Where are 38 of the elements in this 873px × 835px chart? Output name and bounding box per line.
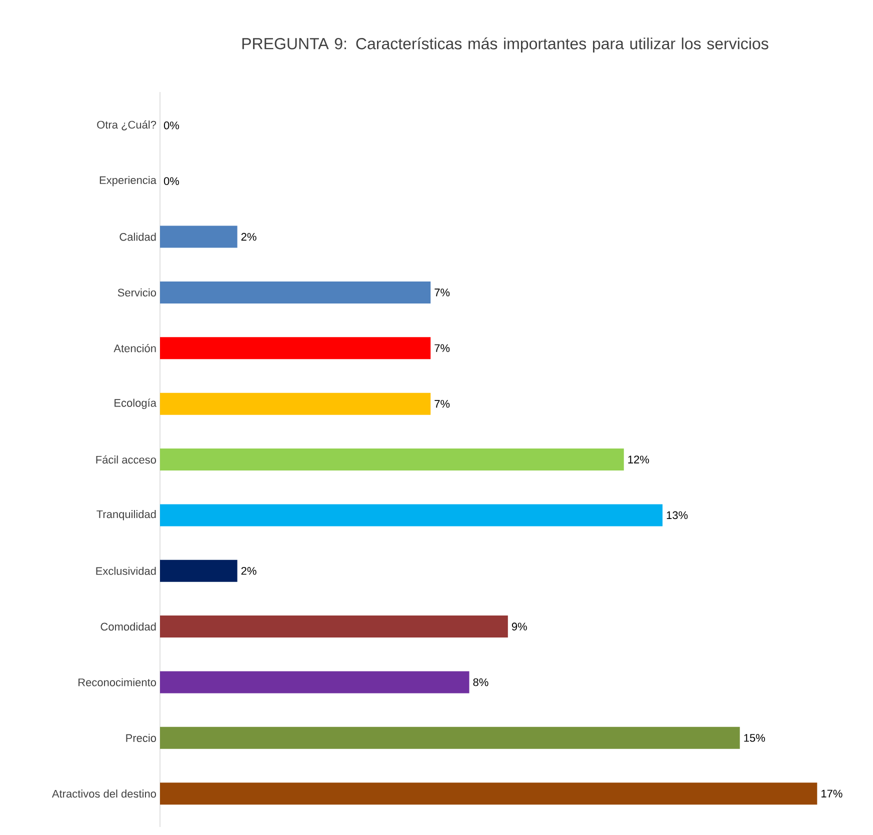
chart-title: PREGUNTA 9: Características más importantes para utilizar los servicios <box>242 37 768 53</box>
y-tick-label: Experiencia <box>100 176 156 186</box>
y-tick-label: Fácil acceso <box>96 455 156 464</box>
bar <box>160 392 431 415</box>
bar <box>160 226 238 248</box>
bar <box>160 671 470 694</box>
y-tick-label: Calidad <box>120 232 156 241</box>
data-label: 7% <box>434 400 450 408</box>
y-tick-label: Atractivos del destino <box>52 790 156 798</box>
y-tick-label: Exclusividad <box>96 566 156 575</box>
data-label: 2% <box>241 232 256 241</box>
data-label: 7% <box>434 344 450 352</box>
bar <box>160 504 663 526</box>
y-tick-label: Precio <box>126 734 156 742</box>
bar <box>160 616 508 638</box>
bar <box>160 782 818 805</box>
y-tick-label: Otra ¿Cuál? <box>97 120 156 130</box>
bar <box>160 281 431 304</box>
y-tick-label: Ecología <box>114 398 156 410</box>
data-label: 17% <box>822 790 842 798</box>
bar <box>160 337 431 360</box>
data-label: 0% <box>164 177 180 185</box>
y-tick-label: Comodidad <box>100 622 156 631</box>
data-label: 13% <box>666 511 688 520</box>
y-tick-label: Atención <box>114 344 156 352</box>
data-label: 0% <box>164 122 180 130</box>
data-label: 12% <box>628 456 650 464</box>
y-tick-label: Servicio <box>118 288 156 296</box>
bar <box>160 726 740 749</box>
y-tick-label: Reconocimiento <box>78 678 156 686</box>
bar <box>160 560 238 582</box>
data-label: 15% <box>744 734 765 742</box>
data-label: 2% <box>241 566 256 575</box>
data-label: 8% <box>473 678 488 686</box>
data-label: 9% <box>512 622 527 630</box>
y-tick-label: Tranquilidad <box>96 510 156 520</box>
bar <box>160 448 624 471</box>
data-label: 7% <box>434 288 450 296</box>
